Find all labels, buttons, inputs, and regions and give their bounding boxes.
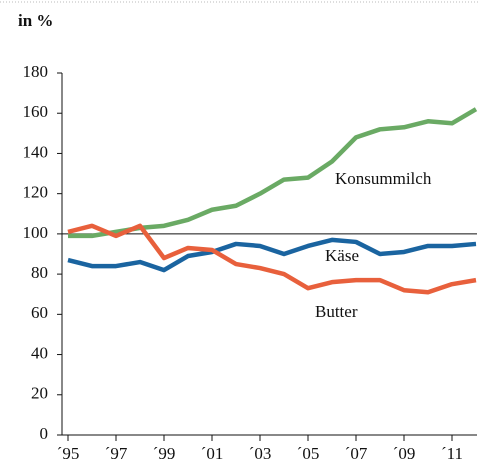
- y-axis-label: in %: [18, 11, 53, 30]
- y-tick-label: 80: [31, 263, 48, 282]
- y-tick-label: 120: [23, 183, 49, 202]
- x-tick-label: ´03: [249, 444, 272, 463]
- x-tick-label: ´05: [297, 444, 320, 463]
- x-tick-label: ´07: [345, 444, 368, 463]
- line-series: [67, 223, 477, 295]
- x-tick-label: ´99: [153, 444, 176, 463]
- y-tick-label: 180: [23, 62, 49, 81]
- y-tick-label: 100: [23, 223, 49, 242]
- series-label: Konsummilch: [335, 169, 432, 188]
- y-tick-label: 0: [40, 424, 49, 443]
- line-series: [67, 237, 477, 273]
- y-tick-label: 40: [31, 343, 48, 362]
- y-tick-label: 20: [31, 384, 48, 403]
- x-tick-label: ´95: [57, 444, 80, 463]
- series-label: Käse: [325, 246, 359, 265]
- x-tick-label: ´11: [441, 444, 463, 463]
- x-tick-label: ´09: [393, 444, 416, 463]
- y-tick-label: 140: [23, 142, 49, 161]
- y-tick-label: 160: [23, 102, 49, 121]
- y-tick-label: 60: [31, 303, 48, 322]
- x-tick-label: ´97: [105, 444, 128, 463]
- x-tick-label: ´01: [201, 444, 224, 463]
- series-label: Butter: [315, 302, 358, 321]
